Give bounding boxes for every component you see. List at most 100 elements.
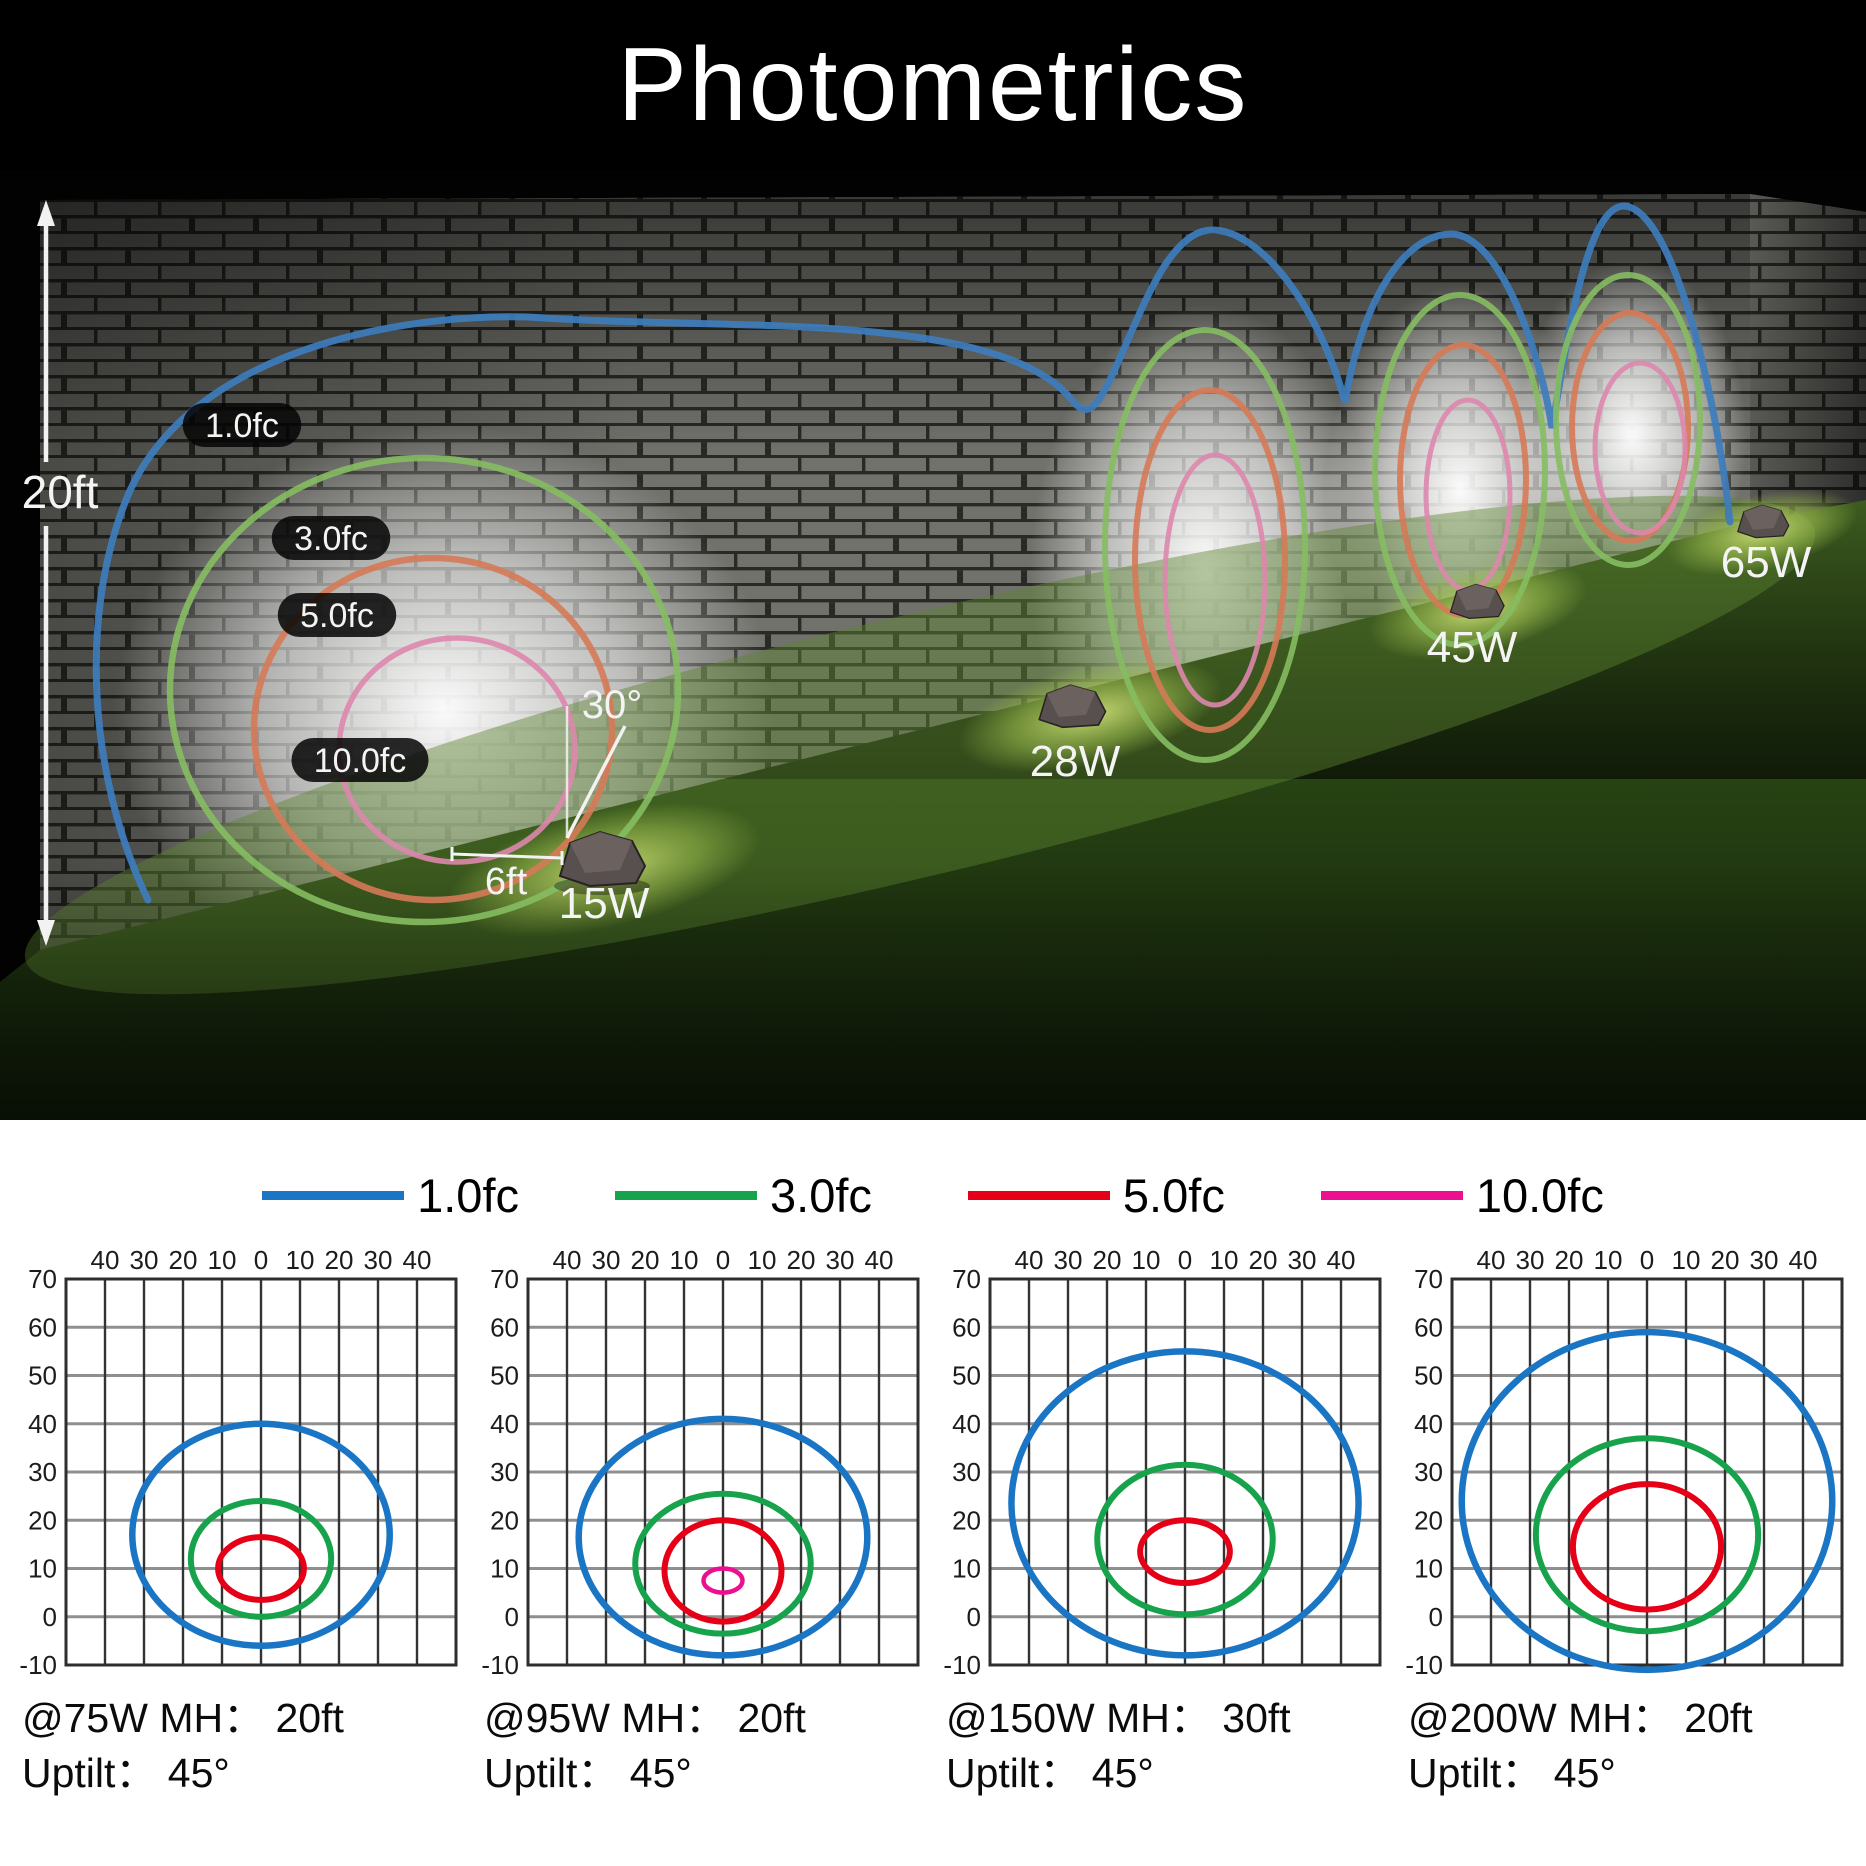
y-tick-label: 0	[967, 1602, 981, 1632]
x-tick-label: 20	[1093, 1245, 1122, 1275]
legend-item-10.0fc: 10.0fc	[1320, 1168, 1604, 1223]
x-tick-label: 20	[1711, 1245, 1740, 1275]
x-tick-label: 20	[1555, 1245, 1584, 1275]
y-tick-label: 70	[1414, 1264, 1443, 1294]
y-tick-label: 30	[490, 1457, 519, 1487]
contour-5.0fc	[215, 1534, 307, 1603]
x-tick-label: 20	[787, 1245, 816, 1275]
x-tick-label: 20	[325, 1245, 354, 1275]
x-tick-label: 40	[1327, 1245, 1356, 1275]
y-tick-label: 70	[490, 1264, 519, 1294]
legend-label: 1.0fc	[417, 1169, 520, 1222]
x-tick-label: 30	[130, 1245, 159, 1275]
y-tick-label: 10	[28, 1554, 57, 1584]
chart-caption: @95W MH： 20ft Uptilt： 45°	[484, 1691, 928, 1801]
contour-3.0fc	[1094, 1461, 1276, 1618]
x-tick-label: 10	[1210, 1245, 1239, 1275]
y-tick-label: 20	[28, 1505, 57, 1535]
x-tick-label: 30	[364, 1245, 393, 1275]
legend: 1.0fc 3.0fc 5.0fc 10.0fc	[0, 1168, 1866, 1223]
contour-level-label: 1.0fc	[205, 407, 279, 445]
x-tick-label: 30	[1288, 1245, 1317, 1275]
legend-item-3.0fc: 3.0fc	[615, 1168, 872, 1223]
x-tick-label: 10	[286, 1245, 315, 1275]
y-tick-label: 0	[43, 1602, 57, 1632]
rock-fixtures	[554, 504, 1790, 895]
height-arrow	[37, 200, 55, 946]
y-tick-label: -10	[481, 1650, 519, 1680]
x-tick-label: 10	[1672, 1245, 1701, 1275]
contour-5.0fc	[661, 1517, 785, 1625]
y-tick-label: 0	[505, 1602, 519, 1632]
x-tick-label: 40	[1015, 1245, 1044, 1275]
isolux-1fc-curve	[92, 202, 1734, 904]
caption-uptilt: Uptilt： 45°	[1408, 1749, 1616, 1796]
chart-caption: @200W MH： 20ft Uptilt： 45°	[1408, 1691, 1852, 1801]
x-tick-label: 30	[1750, 1245, 1779, 1275]
x-tick-label: 30	[1516, 1245, 1545, 1275]
legend-item-1.0fc: 1.0fc	[262, 1168, 519, 1223]
y-tick-label: -10	[1405, 1650, 1443, 1680]
fixture-wattage-label: 15W	[559, 879, 650, 928]
x-tick-label: 20	[1249, 1245, 1278, 1275]
x-tick-label: 0	[254, 1245, 268, 1275]
isolux-group-15w	[166, 454, 682, 926]
y-tick-label: 60	[1414, 1312, 1443, 1342]
caption-uptilt: Uptilt： 45°	[22, 1749, 230, 1796]
contour-level-label: 5.0fc	[300, 597, 374, 635]
x-tick-label: 10	[670, 1245, 699, 1275]
x-tick-label: 30	[592, 1245, 621, 1275]
contour-3.0fc	[1532, 1435, 1762, 1635]
caption-wattage-mounting-height: @200W MH： 20ft	[1408, 1695, 1753, 1741]
contour-level-label: 10.0fc	[314, 742, 407, 780]
contour-1.0fc	[1008, 1348, 1362, 1659]
y-tick-label: 40	[1414, 1409, 1443, 1439]
x-tick-label: 10	[208, 1245, 237, 1275]
y-tick-label: 70	[952, 1264, 981, 1294]
isolux-chart-2: 40 30 20 10 0 10 20 30 40 70 60 50 40 30 20 10 0 -10	[481, 1245, 920, 1680]
tilt-angle-lines	[565, 706, 627, 839]
distance-line	[450, 847, 564, 865]
y-tick-label: 20	[952, 1505, 981, 1535]
contour-3.0fc	[632, 1490, 814, 1637]
wall-height-label: 20ft	[22, 466, 99, 518]
caption-wattage-mounting-height: @95W MH： 20ft	[484, 1695, 806, 1741]
isolux-group-65w	[1553, 272, 1703, 568]
y-tick-label: 10	[490, 1554, 519, 1584]
x-tick-label: 20	[169, 1245, 198, 1275]
contour-3.0fc	[187, 1497, 335, 1620]
x-tick-label: 40	[91, 1245, 120, 1275]
legend-swatch	[967, 1191, 1110, 1200]
y-tick-label: 10	[1414, 1554, 1443, 1584]
legend-label: 3.0fc	[770, 1169, 872, 1222]
y-tick-label: 40	[952, 1409, 981, 1439]
legend-swatch	[1320, 1191, 1463, 1200]
contour-5.0fc	[1137, 1517, 1233, 1586]
isolux-group-28w	[1102, 327, 1308, 763]
x-tick-label: 0	[1178, 1245, 1192, 1275]
y-tick-label: 70	[28, 1264, 57, 1294]
y-tick-label: -10	[19, 1650, 57, 1680]
contour-10.0fc	[701, 1566, 745, 1595]
legend-label: 5.0fc	[1122, 1169, 1225, 1222]
measurements	[37, 200, 627, 946]
chart-block-4: 40 30 20 10 0 10 20 30 40 70 60 50 40 30 20 10 0 -10 @200W…	[1400, 1245, 1852, 1801]
y-tick-label: 50	[28, 1361, 57, 1391]
contour-level-label: 3.0fc	[294, 520, 368, 558]
contour-level-pill: 1.0fc	[182, 403, 302, 447]
y-tick-label: 50	[490, 1361, 519, 1391]
legend-swatch	[615, 1191, 758, 1200]
x-tick-label: 10	[1594, 1245, 1623, 1275]
isolux-chart-1: 40 30 20 10 0 10 20 30 40 70 60 50 40 30 20 10 0 -10	[19, 1245, 458, 1680]
chart-block-1: 40 30 20 10 0 10 20 30 40 70 60 50 40 30 20 10 0 -10 @75W …	[14, 1245, 466, 1801]
y-tick-label: 40	[28, 1409, 57, 1439]
y-tick-label: 10	[952, 1554, 981, 1584]
y-tick-label: 30	[28, 1457, 57, 1487]
x-tick-label: 0	[716, 1245, 730, 1275]
caption-uptilt: Uptilt： 45°	[484, 1749, 692, 1796]
chart-caption: @150W MH： 30ft Uptilt： 45°	[946, 1691, 1390, 1801]
x-tick-label: 10	[748, 1245, 777, 1275]
y-tick-label: 50	[952, 1361, 981, 1391]
side-wall	[1750, 194, 1866, 522]
setback-distance-label: 6ft	[485, 861, 528, 903]
